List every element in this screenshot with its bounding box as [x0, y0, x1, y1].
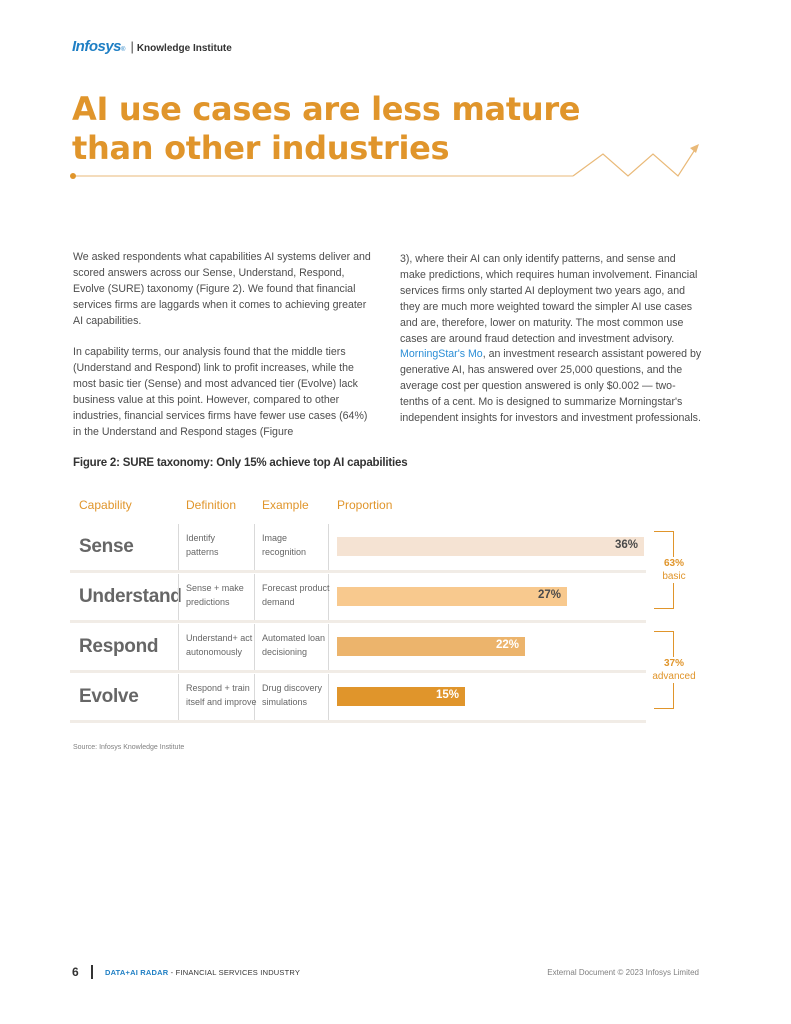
capability-label: Evolve — [79, 686, 139, 707]
body-column-left: We asked respondents what capabilities A… — [73, 250, 373, 457]
capability-label: Respond — [79, 636, 159, 657]
footer-divider — [91, 965, 93, 979]
definition-line: Respond + train — [186, 683, 250, 693]
example-line: Automated loan — [262, 633, 326, 643]
column-header-definition: Definition — [186, 498, 237, 512]
example-line: Forecast product — [262, 583, 330, 593]
report-series: DATA+AI RADAR - FINANCIAL SERVICES INDUS… — [105, 968, 300, 977]
brand-name: Infosys — [72, 38, 122, 55]
advanced-group-value: 37% — [663, 658, 684, 669]
chart-row-evolve: Evolve Respond + train itself and improve D… — [70, 674, 646, 720]
body-paragraph: We asked respondents what capabilities A… — [73, 251, 371, 327]
definition-line: itself and improve — [186, 697, 257, 707]
definition-cell: Respond + train itself and improve — [186, 681, 257, 709]
example-line: recognition — [262, 547, 307, 557]
column-divider — [178, 524, 179, 570]
example-cell: Automated loan decisioning — [262, 631, 325, 659]
bar-value-label: 15% — [435, 689, 459, 701]
bar-value-label: 27% — [537, 589, 561, 601]
chart-row-sense: Sense Identify patterns Image recognition 36% — [70, 524, 646, 570]
definition-line: Sense + make — [186, 583, 244, 593]
column-divider — [328, 674, 329, 720]
body-text: , an investment research assistant power… — [400, 348, 702, 425]
report-series-name: - FINANCIAL SERVICES INDUSTRY — [168, 968, 301, 977]
column-divider — [254, 674, 255, 720]
chart-row-respond: Respond Understand+ act autonomously Automa… — [70, 624, 646, 670]
title-underline-arrow-icon — [70, 144, 699, 179]
bar-value-label: 36% — [614, 539, 638, 551]
advanced-group-label: 37% advanced — [646, 657, 702, 683]
report-series-accent: DATA+AI RADAR — [105, 968, 169, 977]
definition-line: Understand+ act — [186, 633, 253, 643]
column-divider — [254, 574, 255, 620]
column-divider — [328, 524, 329, 570]
column-divider — [328, 624, 329, 670]
logo-separator: | — [130, 39, 134, 54]
proportion-bar-evolve: 15% — [337, 687, 465, 706]
definition-line: predictions — [186, 597, 230, 607]
basic-group-name: basic — [662, 571, 686, 582]
page-title-line-1: AI use cases are less mature — [72, 90, 581, 128]
definition-cell: Understand+ act autonomously — [186, 631, 252, 659]
example-line: demand — [262, 597, 295, 607]
page-number: 6 — [72, 965, 79, 979]
example-line: simulations — [262, 697, 308, 707]
basic-group-value: 63% — [663, 558, 684, 569]
definition-cell: Identify patterns — [186, 531, 219, 559]
chart-row-understand: Understand Sense + make predictions Forecas… — [70, 574, 646, 620]
row-separator — [70, 570, 646, 573]
column-divider — [254, 624, 255, 670]
copyright-notice: External Document © 2023 Infosys Limited — [547, 968, 699, 977]
morningstar-mo-link[interactable]: MorningStar's Mo — [400, 348, 483, 361]
proportion-bar-sense: 36% — [337, 537, 644, 556]
page-footer: 6 DATA+AI RADAR - FINANCIAL SERVICES IND… — [0, 965, 791, 981]
capability-label: Understand — [79, 586, 182, 607]
proportion-bar-understand: 27% — [337, 587, 567, 606]
column-divider — [178, 624, 179, 670]
advanced-group-name: advanced — [652, 671, 696, 682]
proportion-bar-respond: 22% — [337, 637, 525, 656]
column-divider — [178, 574, 179, 620]
column-header-proportion: Proportion — [337, 498, 393, 512]
bar-value-label: 22% — [495, 639, 519, 651]
example-cell: Drug discovery simulations — [262, 681, 322, 709]
definition-line: patterns — [186, 547, 219, 557]
example-line: Drug discovery — [262, 683, 323, 693]
definition-cell: Sense + make predictions — [186, 581, 244, 609]
definition-line: autonomously — [186, 647, 243, 657]
infosys-logo: Infosys ® | Knowledge Institute — [72, 38, 232, 56]
body-column-right: 3), where their AI can only identify pat… — [400, 252, 702, 443]
definition-line: Identify — [186, 533, 216, 543]
column-header-capability: Capability — [79, 498, 132, 512]
body-paragraph: 3), where their AI can only identify pat… — [400, 252, 702, 427]
column-divider — [178, 674, 179, 720]
example-cell: Image recognition — [262, 531, 306, 559]
page-title: AI use cases are less mature than other … — [72, 90, 632, 168]
body-text: 3), where their AI can only identify pat… — [400, 253, 698, 345]
column-divider — [254, 524, 255, 570]
body-paragraph: In capability terms, our analysis found … — [73, 346, 368, 438]
figure-source: Source: Infosys Knowledge Institute — [73, 744, 185, 751]
row-separator — [70, 620, 646, 623]
basic-group-label: 63% basic — [650, 557, 698, 583]
logo-unit-name: Knowledge Institute — [136, 43, 232, 54]
example-cell: Forecast product demand — [262, 581, 330, 609]
registered-mark: ® — [121, 47, 126, 53]
example-line: decisioning — [262, 647, 308, 657]
row-separator — [70, 720, 646, 723]
column-header-example: Example — [262, 498, 309, 512]
capability-label: Sense — [79, 536, 134, 557]
example-line: Image — [262, 533, 288, 543]
page-title-line-2: than other industries — [72, 129, 450, 167]
column-divider — [328, 574, 329, 620]
figure-title: Figure 2: SURE taxonomy: Only 15% achiev… — [73, 457, 408, 469]
row-separator — [70, 670, 646, 673]
